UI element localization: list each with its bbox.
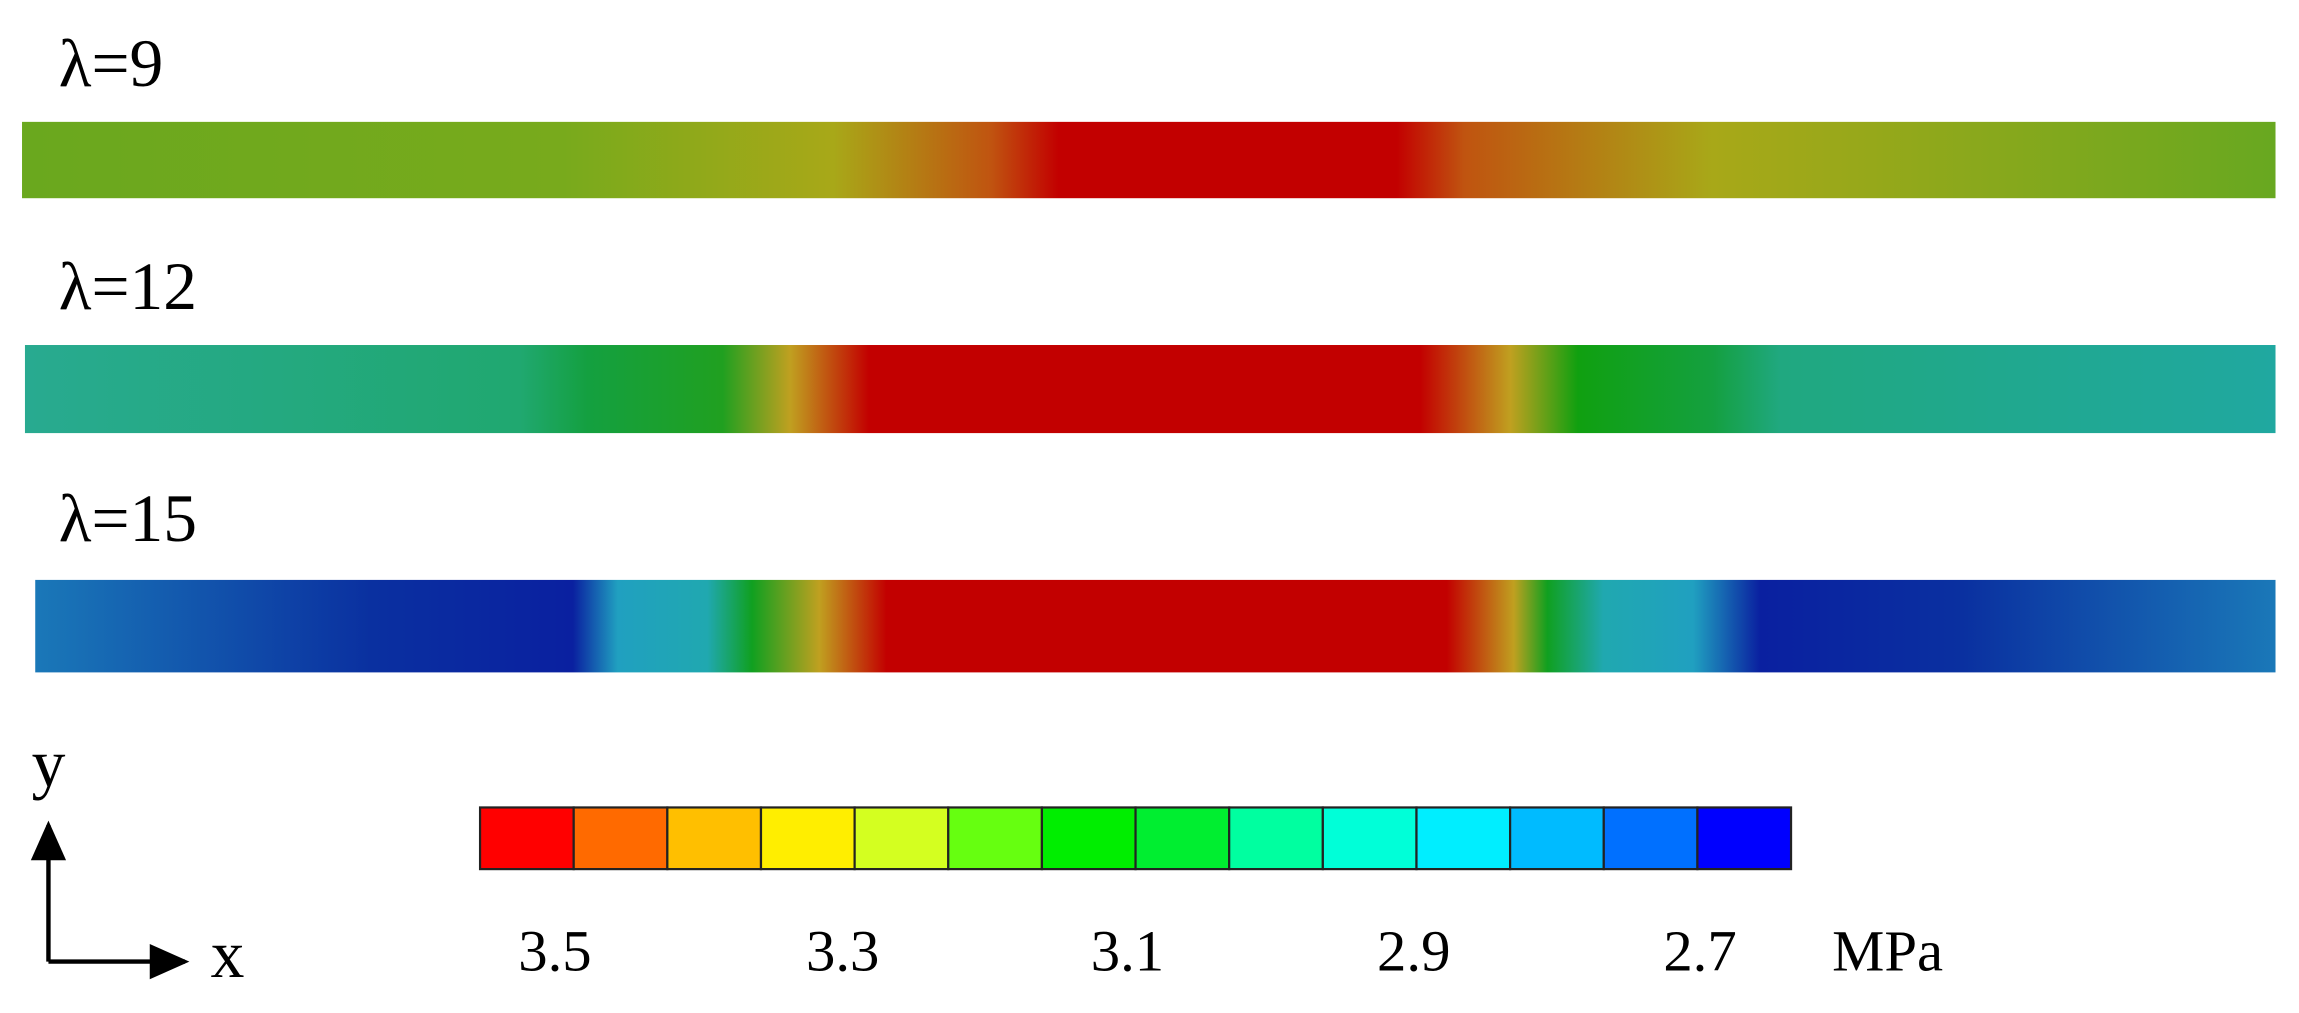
legend-swatch xyxy=(666,806,763,871)
legend-tick-label: 3.3 xyxy=(806,919,879,984)
contour-bar xyxy=(22,121,2276,199)
legend-swatch xyxy=(478,806,575,871)
axis-label: y xyxy=(32,726,66,801)
legend-swatch xyxy=(572,806,669,871)
legend-swatch xyxy=(1228,806,1324,871)
legend-swatch xyxy=(1602,806,1699,871)
legend-tick-label: 2.7 xyxy=(1663,919,1736,984)
legend-swatch xyxy=(1415,806,1512,871)
legend-unit: MPa xyxy=(1832,919,1943,984)
legend-swatch xyxy=(1696,806,1793,871)
panel-label: λ=15 xyxy=(59,481,197,556)
legend-swatch xyxy=(1321,806,1418,871)
contour-bar xyxy=(24,345,2276,434)
legend-swatch xyxy=(947,806,1044,871)
legend-tick-label: 2.9 xyxy=(1377,919,1450,984)
legend-swatch xyxy=(1509,806,1605,871)
legend-tick-label: 3.1 xyxy=(1091,919,1164,984)
legend-swatch xyxy=(1040,806,1137,871)
color-legend xyxy=(478,806,1793,871)
legend-swatch xyxy=(759,806,856,871)
axis-label: x xyxy=(211,917,245,992)
contour-bar xyxy=(35,579,2276,673)
legend-tick-label: 3.5 xyxy=(518,919,591,984)
panel-label: λ=12 xyxy=(59,249,197,324)
panel-label: λ=9 xyxy=(59,26,164,101)
legend-swatch xyxy=(1134,806,1231,871)
legend-swatch xyxy=(853,806,950,871)
